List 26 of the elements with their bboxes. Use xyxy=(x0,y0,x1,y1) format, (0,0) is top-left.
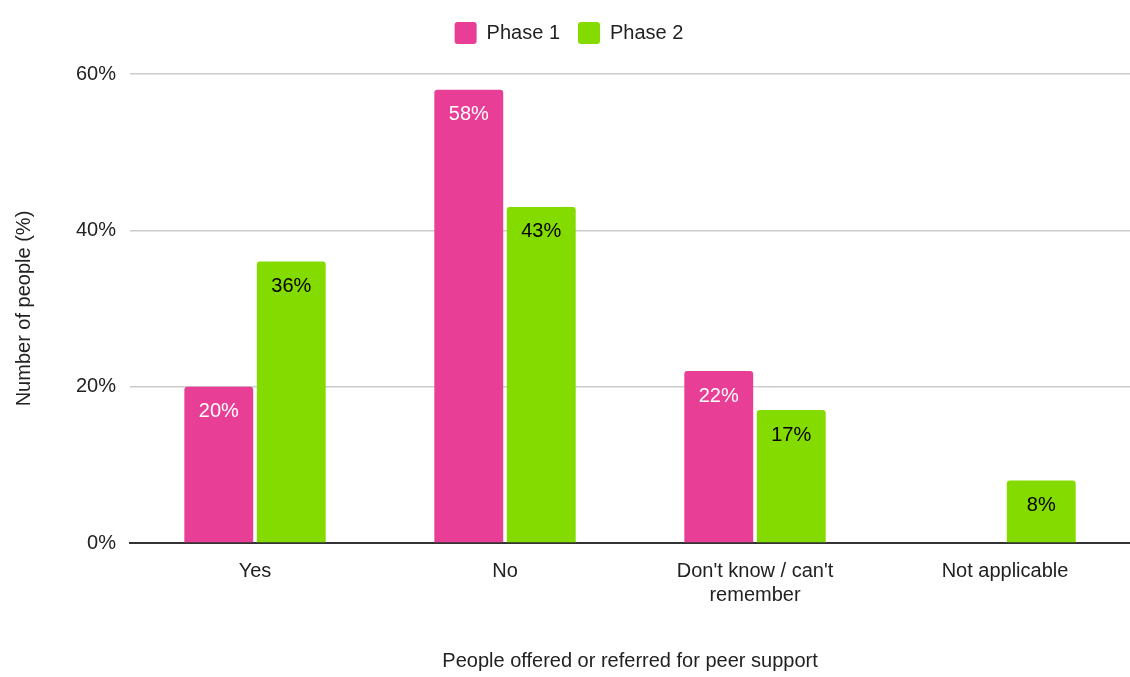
y-tick-label: 60% xyxy=(76,61,117,84)
data-label: 58% xyxy=(448,102,489,125)
x-tick-label: Not applicable xyxy=(941,558,1069,581)
data-label: 8% xyxy=(1026,492,1056,515)
bar xyxy=(756,410,826,543)
y-tick-label: 0% xyxy=(87,530,117,553)
x-axis-title: People offered or referred for peer support xyxy=(442,648,819,671)
data-label: 36% xyxy=(271,274,312,297)
data-label: 17% xyxy=(771,422,812,445)
legend-label: Phase 2 xyxy=(610,20,684,43)
y-tick-label: 40% xyxy=(76,217,117,240)
bar xyxy=(506,206,576,543)
x-tick-label: Don't know / can't remember xyxy=(676,558,834,605)
data-label: 22% xyxy=(698,383,739,406)
bar xyxy=(434,89,504,543)
data-label: 20% xyxy=(198,399,240,422)
bar xyxy=(1006,480,1076,543)
bar xyxy=(684,371,754,543)
legend-label: Phase 1 xyxy=(486,20,560,43)
bar xyxy=(256,261,326,543)
x-tick-label: Yes xyxy=(238,558,272,581)
y-tick-label: 20% xyxy=(76,374,117,397)
x-tick-label: No xyxy=(492,558,518,581)
data-label: 43% xyxy=(521,219,562,242)
y-axis-title: Number of people (%) xyxy=(11,210,34,407)
bar xyxy=(184,386,254,543)
